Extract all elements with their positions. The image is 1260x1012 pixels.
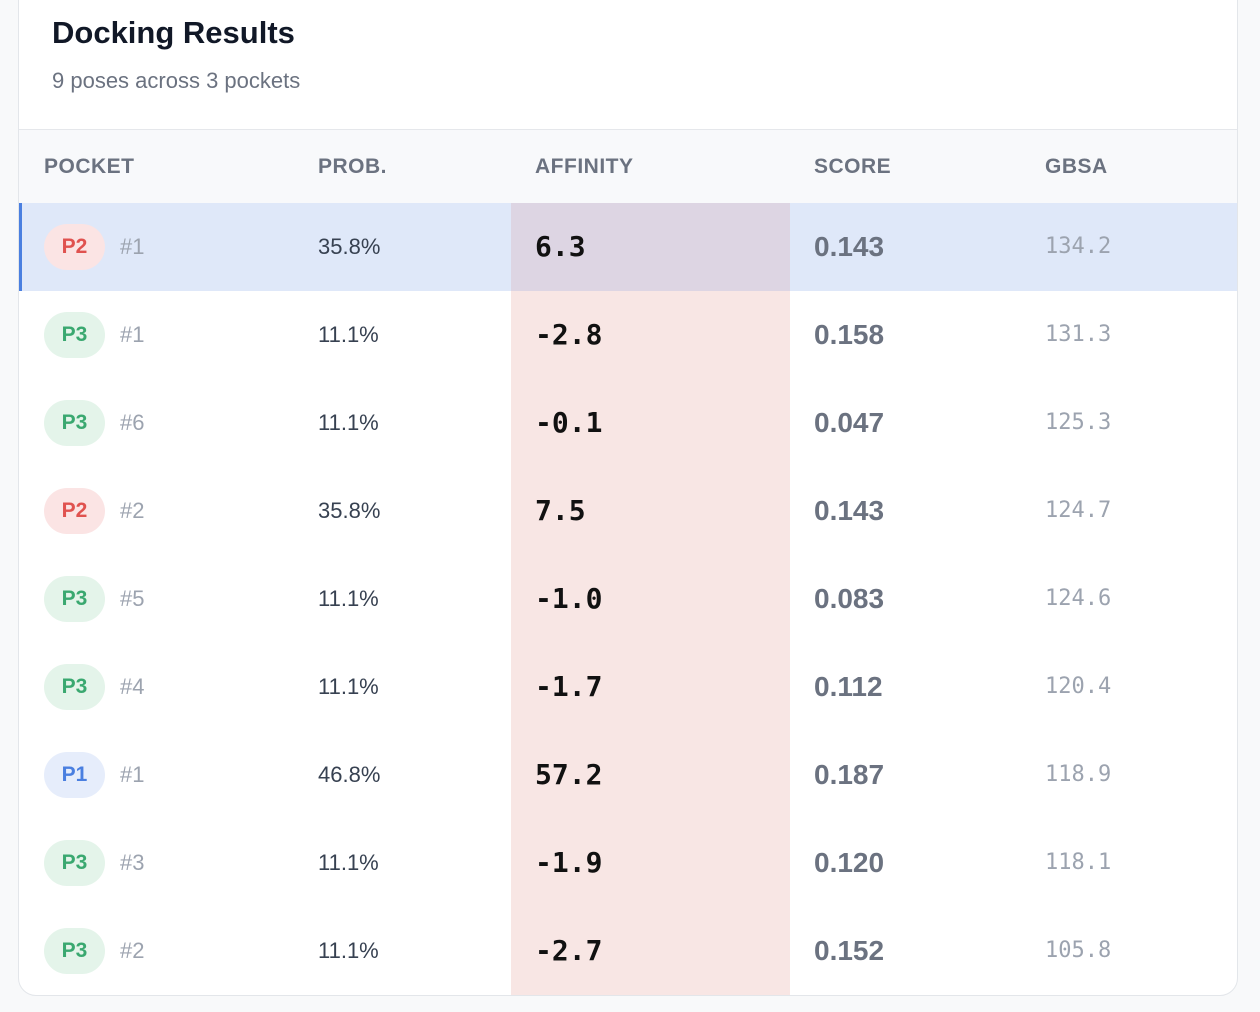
score: 0.120 [814,847,885,878]
gbsa: 125.3 [1045,410,1112,435]
gbsa: 120.4 [1045,674,1112,699]
affinity: 6.3 [535,230,586,263]
probability: 11.1% [318,322,379,347]
pocket-badge: P1 [44,752,105,798]
gbsa: 124.6 [1045,586,1112,611]
score: 0.047 [814,407,885,438]
table-row[interactable]: P3 #4 11.1% -1.7 0.112 120.4 [19,643,1237,731]
column-header[interactable]: POCKET [44,155,135,178]
pocket-badge: P3 [44,664,105,710]
score: 0.083 [814,583,885,614]
score: 0.112 [814,671,883,702]
affinity: -2.8 [535,318,603,351]
subtitle: 9 poses across 3 pockets [52,68,301,93]
affinity: -1.7 [535,670,603,703]
pose-number: #3 [120,850,145,875]
gbsa: 131.3 [1045,322,1112,347]
column-header[interactable]: PROB. [318,155,388,178]
table-row[interactable]: P3 #1 11.1% -2.8 0.158 131.3 [19,291,1237,379]
score: 0.152 [814,935,885,966]
probability: 11.1% [318,586,379,611]
probability: 11.1% [318,938,379,963]
score: 0.143 [814,495,885,526]
pocket-badge: P3 [44,576,105,622]
pocket-badge: P2 [44,224,105,270]
table-row[interactable]: P3 #5 11.1% -1.0 0.083 124.6 [19,555,1237,643]
selected-affinity-bg [511,203,790,291]
pose-number: #2 [120,498,145,523]
pocket-badge: P2 [44,488,105,534]
pocket-badge: P3 [44,928,105,974]
pose-number: #2 [120,938,145,963]
table-row[interactable]: P3 #2 11.1% -2.7 0.152 105.8 [19,907,1237,995]
score: 0.187 [814,759,885,790]
affinity: -0.1 [535,406,603,439]
gbsa: 105.8 [1045,938,1112,963]
pocket-badge: P3 [44,312,105,358]
gbsa: 118.1 [1045,850,1112,875]
gbsa: 118.9 [1045,762,1112,787]
probability: 11.1% [318,674,379,699]
affinity: 7.5 [535,494,586,527]
score: 0.158 [814,319,885,350]
affinity: -2.7 [535,934,603,967]
affinity: 57.2 [535,758,603,791]
title: Docking Results [52,15,295,50]
affinity-column-bg [511,203,790,995]
table-row[interactable]: P2 #1 35.8% 6.3 0.143 134.2 [19,203,1237,291]
gbsa: 124.7 [1045,498,1112,523]
gbsa: 134.2 [1045,234,1112,259]
probability: 11.1% [318,850,379,875]
pocket-badge: P3 [44,400,105,446]
pose-number: #5 [120,586,145,611]
column-header[interactable]: SCORE [814,155,892,178]
pose-number: #1 [120,234,145,259]
table-row[interactable]: P3 #6 11.1% -0.1 0.047 125.3 [19,379,1237,467]
probability: 35.8% [318,234,381,259]
pose-number: #4 [120,674,145,699]
probability: 11.1% [318,410,379,435]
results-card: Docking Results 9 poses across 3 pockets… [18,0,1238,996]
table-row[interactable]: P1 #1 46.8% 57.2 0.187 118.9 [19,731,1237,819]
pocket-badge: P3 [44,840,105,886]
table-row[interactable]: P2 #2 35.8% 7.5 0.143 124.7 [19,467,1237,555]
probability: 46.8% [318,762,381,787]
table-row[interactable]: P3 #3 11.1% -1.9 0.120 118.1 [19,819,1237,907]
pose-number: #1 [120,762,145,787]
table-header: POCKET PROB. AFFINITY SCORE GBSA [19,129,1237,203]
score: 0.143 [814,231,885,262]
column-header[interactable]: GBSA [1045,155,1108,178]
pose-number: #6 [120,410,145,435]
pose-number: #1 [120,322,145,347]
column-header[interactable]: AFFINITY [535,155,634,178]
affinity: -1.0 [535,582,603,615]
probability: 35.8% [318,498,381,523]
affinity: -1.9 [535,846,603,879]
